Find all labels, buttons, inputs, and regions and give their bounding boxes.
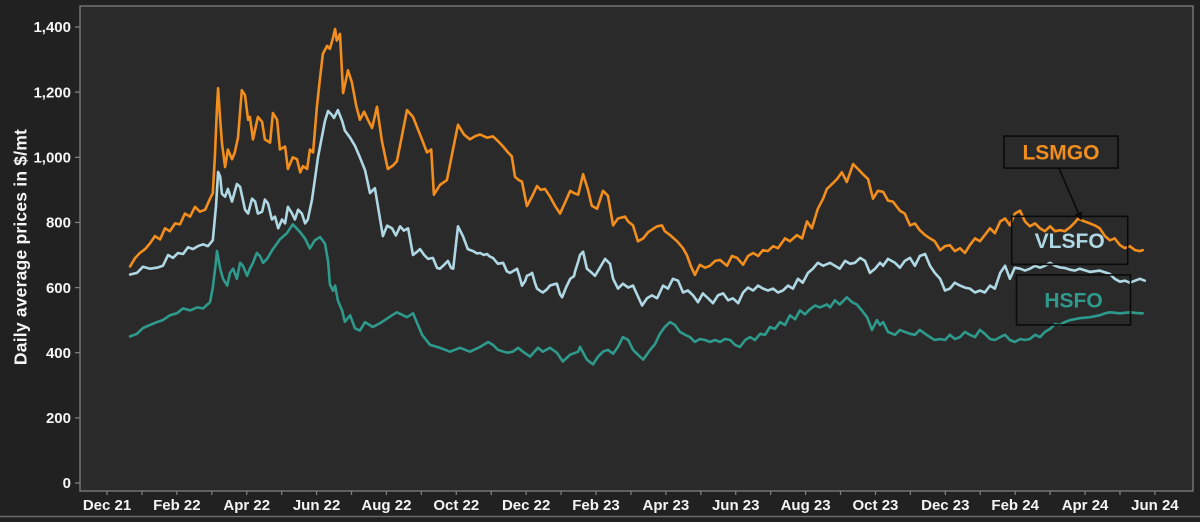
x-tick-label: Jun 23 [712,497,760,514]
y-tick-label: 800 [46,215,71,232]
series-line-vlsfo [128,108,1147,307]
y-tick-label: 400 [46,345,71,362]
y-tick-label: 200 [46,410,71,427]
annotation-box [1015,274,1132,326]
annotation-box [1003,135,1119,169]
annotation-label: VLSFO [1035,230,1105,253]
x-axis: Dec 21 Feb 22 Apr 22 Jun 22 Aug 22 Oct 22 Dec … [83,491,1179,514]
annotation-box [1010,215,1129,266]
x-tick-label: Apr 22 [223,497,270,514]
x-tick-label: Aug 23 [781,497,831,514]
annotation-label: HSFO [1044,289,1102,312]
plot-border [79,5,1194,492]
plot-area [80,6,1193,491]
y-tick-label: 1,400 [33,19,71,36]
x-tick-label: Feb 23 [572,497,620,514]
annotation-label: LSMGO [1022,142,1099,165]
lsmgo-arrow-line [1058,167,1080,214]
annotation-hsfo: HSFO [1015,274,1132,326]
y-tick-label: 0 [63,475,71,492]
series-line-hsfo [128,223,1144,366]
x-tick-label: Apr 23 [643,497,690,514]
x-tick-label: Oct 23 [853,497,899,514]
y-tick-label: 1,200 [33,84,71,101]
y-tick-label: 1,000 [33,149,71,166]
y-axis: 0 200 400 600 800 1,000 1,200 1,400 [33,19,80,492]
x-tick-label: Jun 24 [1131,497,1179,514]
series-line-lsmgo [128,27,1144,277]
x-tick-label: Feb 22 [153,497,201,514]
x-tick-label: Feb 24 [991,497,1039,514]
x-tick-label: Jun 22 [293,497,341,514]
y-axis-title: Daily average prices in $/mt [10,128,31,366]
x-tick-label: Apr 24 [1062,497,1109,514]
x-tick-label: Dec 21 [83,497,131,514]
annotation-lsmgo: LSMGO [1003,135,1119,221]
x-tick-label: Aug 22 [361,497,411,514]
y-tick-label: 600 [46,280,71,297]
x-tick-label: Dec 22 [502,497,550,514]
x-tick-label: Oct 22 [433,497,479,514]
annotation-vlsfo: VLSFO [1010,215,1129,266]
x-tick-label: Dec 23 [921,497,969,514]
